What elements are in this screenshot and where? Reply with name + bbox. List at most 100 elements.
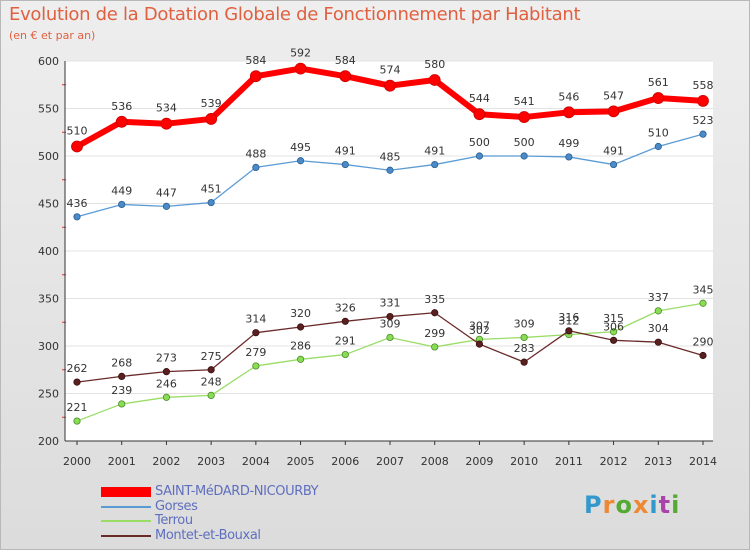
x-tick-label: 2012 (600, 455, 628, 468)
data-label: 309 (514, 317, 535, 330)
logo-letter: t (658, 491, 672, 519)
logo-letter: P (584, 491, 603, 519)
data-label: 544 (469, 92, 490, 105)
data-label: 309 (380, 317, 401, 330)
data-point (115, 115, 128, 128)
data-point (341, 350, 349, 359)
data-point (252, 329, 260, 337)
data-label: 451 (201, 183, 222, 196)
legend-label: Gorses (155, 498, 198, 514)
x-tick-label: 2014 (689, 455, 717, 468)
data-point (607, 105, 620, 118)
y-tick-label: 600 (38, 55, 59, 68)
legend-label: Montet-et-Bouxal (155, 527, 261, 543)
y-tick-label: 500 (38, 150, 59, 163)
legend-swatch (101, 505, 151, 508)
data-label: 510 (648, 127, 669, 140)
data-label: 331 (380, 297, 401, 310)
data-point (386, 333, 394, 342)
data-label: 312 (558, 315, 579, 328)
data-point (652, 92, 665, 104)
data-point (609, 160, 618, 169)
data-point (205, 113, 218, 125)
y-tick-label: 300 (38, 340, 59, 353)
data-point (207, 366, 215, 374)
data-label: 239 (111, 384, 132, 397)
data-label: 275 (201, 350, 222, 363)
data-label: 337 (648, 291, 669, 304)
legend-swatch (101, 534, 151, 537)
data-label: 221 (67, 401, 88, 414)
data-point (565, 153, 573, 161)
data-point (475, 152, 484, 160)
chart-title: Evolution de la Dotation Globale de Fonc… (9, 4, 581, 25)
data-label: 536 (111, 100, 132, 113)
x-tick-label: 2008 (421, 455, 449, 468)
y-tick-label: 400 (38, 245, 59, 258)
data-label: 320 (290, 307, 311, 320)
data-point (386, 312, 394, 321)
data-point (699, 130, 707, 138)
x-tick-label: 2002 (152, 455, 180, 468)
data-point (431, 309, 439, 317)
data-point (609, 336, 618, 344)
data-label: 326 (335, 301, 356, 314)
data-label: 534 (156, 102, 177, 115)
x-tick-label: 2005 (287, 455, 315, 468)
data-point (252, 362, 260, 370)
data-point (73, 417, 81, 425)
data-point (654, 307, 662, 315)
data-label: 273 (156, 352, 177, 365)
data-point (520, 152, 528, 160)
logo-letter: o (615, 491, 633, 519)
data-label: 485 (380, 150, 401, 163)
data-point (428, 74, 441, 86)
data-point (71, 140, 83, 153)
data-point (160, 117, 173, 130)
data-label: 488 (245, 147, 266, 160)
data-label: 262 (67, 362, 88, 375)
data-point (252, 163, 260, 171)
data-point (518, 111, 531, 123)
x-tick-label: 2003 (197, 455, 225, 468)
data-point (162, 368, 171, 376)
data-label: 304 (648, 322, 669, 335)
data-point (249, 70, 262, 83)
data-point (341, 317, 349, 325)
data-label: 306 (603, 320, 624, 333)
data-label: 546 (558, 90, 579, 103)
data-label: 539 (201, 97, 222, 110)
data-label: 574 (380, 64, 401, 77)
data-label: 523 (693, 114, 714, 127)
data-label: 491 (424, 145, 445, 158)
data-label: 592 (290, 47, 311, 60)
data-label: 541 (514, 95, 535, 108)
data-point (118, 400, 126, 408)
data-point (207, 198, 215, 207)
y-tick-label: 200 (38, 435, 59, 448)
data-point (565, 327, 573, 335)
data-label: 500 (469, 136, 490, 149)
data-label: 547 (603, 89, 624, 102)
data-label: 283 (514, 342, 535, 355)
logo-letter: i (671, 491, 681, 519)
proxiti-logo: Proxiti (584, 491, 680, 519)
x-tick-label: 2011 (555, 455, 583, 468)
x-tick-label: 2013 (644, 455, 672, 468)
data-label: 291 (335, 335, 356, 348)
data-label: 584 (335, 54, 356, 67)
data-point (473, 108, 486, 121)
data-label: 436 (67, 197, 88, 210)
logo-letter: x (632, 491, 650, 519)
legend-swatch (101, 520, 151, 522)
data-label: 495 (290, 141, 311, 154)
data-point (118, 200, 126, 209)
data-point (475, 340, 484, 348)
data-point (609, 328, 618, 336)
data-point (386, 166, 394, 174)
data-point (431, 160, 439, 169)
legend-swatch (101, 487, 151, 497)
x-tick-label: 2000 (63, 455, 91, 468)
x-tick-label: 2001 (108, 455, 136, 468)
